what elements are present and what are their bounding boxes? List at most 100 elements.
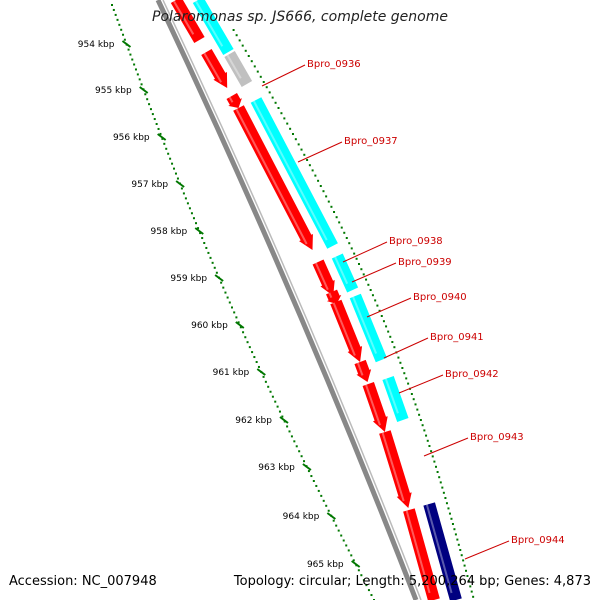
ruler-major-tick: [235, 321, 245, 329]
gene-label-leader: [351, 262, 397, 283]
forward-gene-shade: [228, 96, 234, 103]
track-tick: [454, 533, 457, 536]
track-tick: [277, 107, 280, 109]
ruler-minor-tick: [345, 544, 348, 547]
ruler-minor-tick: [123, 38, 126, 41]
pseudo-gene: [224, 51, 253, 87]
ruler-major-tick: [194, 227, 204, 235]
ruler-minor-tick: [205, 246, 208, 249]
backbone-highlight: [162, 0, 422, 600]
ruler-minor-tick: [203, 242, 206, 244]
gene-label: Bpro_0940: [413, 292, 467, 303]
track-tick: [451, 523, 454, 525]
ruler-minor-tick: [271, 395, 274, 398]
gene-labels: Bpro_0936 Bpro_0937 Bpro_0938 Bpro_0939 Bpro…: [261, 59, 565, 560]
track-tick: [360, 268, 363, 271]
track-tick: [369, 289, 372, 291]
track-tick: [303, 153, 306, 156]
forward-gene-shade: [314, 262, 329, 291]
ruler-minor-tick: [264, 380, 267, 383]
track-tick: [453, 528, 456, 531]
ruler-minor-tick: [149, 108, 152, 111]
track-tick: [393, 346, 396, 349]
backbone: [155, 0, 422, 600]
ruler-minor-tick: [215, 271, 218, 274]
ruler-minor-tick: [267, 385, 270, 388]
track-tick: [283, 117, 286, 120]
ruler-label: 954 kbp: [78, 40, 115, 50]
ruler-minor-tick: [281, 415, 284, 418]
track-tick: [412, 398, 415, 401]
track-tick: [297, 143, 300, 146]
gene-label-leader: [423, 437, 469, 457]
track-tick: [333, 211, 336, 213]
ruler-minor-tick: [184, 197, 187, 200]
ruler-label: 960 kbp: [191, 321, 228, 331]
ruler-minor-tick: [312, 480, 315, 482]
track-tick: [448, 512, 451, 515]
ruler-minor-tick: [248, 346, 251, 349]
track-tick: [308, 164, 311, 167]
track-tick: [238, 39, 241, 42]
ruler-minor-tick: [222, 286, 225, 289]
forward-gene-shade: [173, 0, 195, 35]
ruler-major-tick: [175, 180, 185, 188]
ruler-minor-tick: [146, 98, 149, 101]
track-tick: [467, 580, 470, 583]
ruler-major-tick: [302, 463, 312, 471]
track-tick: [300, 148, 303, 151]
track-tick: [250, 60, 253, 63]
ruler-minor-tick: [151, 113, 154, 116]
ruler-major-tick: [351, 560, 361, 568]
track-tick: [322, 190, 325, 193]
gene-label: Bpro_0942: [445, 369, 499, 380]
reverse-gene-shade: [352, 296, 378, 354]
track-tick: [362, 273, 365, 276]
track-tick: [444, 497, 447, 499]
track-tick: [399, 361, 402, 364]
ruler-minor-tick: [335, 524, 338, 527]
ruler-minor-tick: [224, 291, 227, 294]
track-tick: [463, 564, 466, 567]
forward-gene: [233, 105, 313, 250]
gene-label: Bpro_0943: [470, 432, 524, 443]
ruler-minor-tick: [239, 326, 242, 329]
ruler-minor-tick: [144, 93, 147, 96]
track-tick: [442, 491, 445, 494]
ruler-major-tick: [157, 133, 167, 141]
forward-gene-shade: [405, 510, 431, 594]
track-tick: [289, 127, 292, 130]
ruler-minor-tick: [112, 8, 115, 11]
track-tick: [338, 221, 341, 224]
ruler-major-tick: [121, 40, 132, 48]
ruler-minor-tick: [342, 539, 345, 542]
ruler-minor-tick: [327, 509, 330, 512]
track-tick: [391, 341, 394, 343]
track-tick: [371, 294, 374, 297]
forward-gene: [226, 93, 242, 108]
track-tick: [431, 455, 434, 458]
track-tick: [441, 486, 444, 489]
ruler-minor-tick: [138, 78, 141, 81]
ruler-minor-tick: [244, 336, 247, 339]
forward-gene: [330, 299, 363, 362]
track-tick: [259, 75, 262, 78]
gene-label: Bpro_0937: [344, 136, 398, 147]
track-tick: [382, 320, 385, 323]
ruler-minor-tick: [186, 202, 189, 205]
ruler-minor-tick: [242, 331, 245, 334]
track-tick: [470, 590, 473, 593]
ruler-minor-tick: [182, 192, 185, 195]
ruler-minor-tick: [120, 28, 123, 31]
track-tick: [306, 159, 309, 161]
gene-label-leader: [398, 374, 444, 394]
track-tick: [423, 429, 426, 432]
ruler-major-tick: [214, 274, 224, 282]
track-tick: [265, 86, 268, 89]
ruler-minor-tick: [136, 73, 139, 76]
forward-gene: [354, 359, 372, 382]
track-tick: [466, 575, 469, 577]
forward-gene-shade: [203, 52, 222, 83]
ruler-minor-tick: [303, 460, 306, 463]
track-tick: [457, 543, 460, 546]
